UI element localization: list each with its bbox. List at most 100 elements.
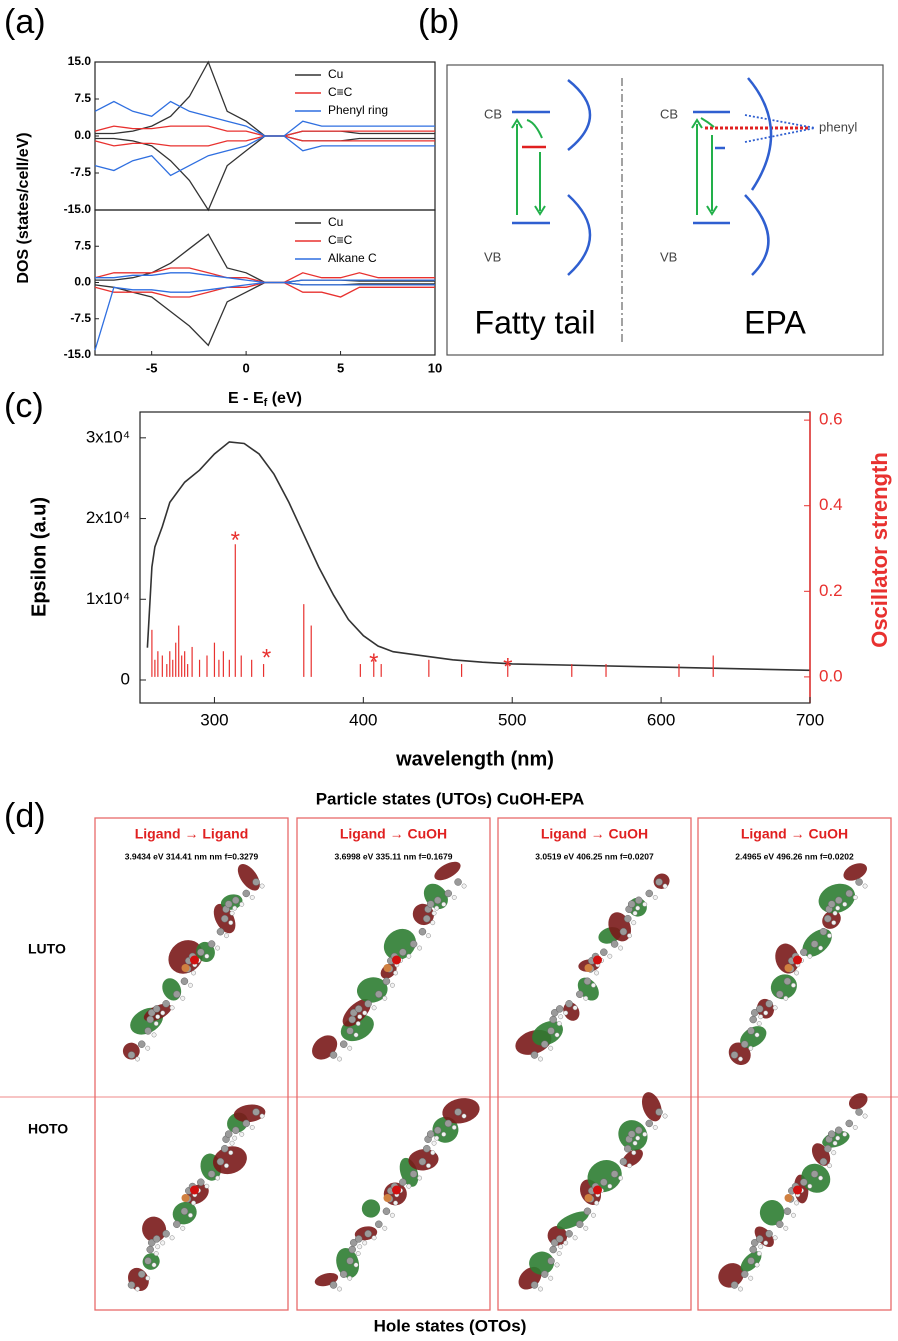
atom [180, 1225, 186, 1231]
atom [831, 1150, 837, 1156]
atom [772, 1005, 778, 1011]
atom [772, 1235, 778, 1241]
atom [824, 914, 832, 923]
atom [180, 1207, 189, 1216]
y-tick-label: 7.5 [74, 238, 91, 252]
atom [160, 1010, 166, 1016]
atom [540, 1270, 549, 1278]
atom [409, 1170, 418, 1178]
orbital-lobe [848, 1093, 868, 1110]
atom [137, 1040, 146, 1048]
atom [349, 1238, 358, 1247]
atom [842, 1131, 848, 1137]
atom [444, 889, 452, 898]
atom [642, 901, 648, 907]
atom [155, 1244, 161, 1250]
atom [354, 1235, 363, 1243]
atom [763, 1010, 769, 1016]
atom [832, 1140, 838, 1146]
atom [765, 1230, 773, 1238]
atom [563, 1010, 569, 1016]
atom [776, 990, 784, 999]
atom [224, 933, 229, 939]
x-tick-label: 400 [349, 710, 377, 729]
transition: Ligand → CuOH [541, 826, 648, 842]
atom [357, 1014, 363, 1020]
x-axis-label-part: (eV) [267, 390, 302, 407]
atom [645, 1119, 653, 1128]
atom [430, 920, 436, 926]
excitation-info: 2.4965 eV 496.26 nm f=0.0202 [735, 851, 854, 861]
atom [610, 1170, 619, 1178]
atom [607, 1183, 613, 1189]
atom [563, 1240, 569, 1246]
atom [431, 910, 437, 916]
atom [383, 964, 392, 972]
y-tick-label: -7.5 [70, 165, 91, 179]
dos-line [94, 281, 435, 351]
atom [461, 1113, 467, 1119]
atom [135, 1286, 140, 1292]
orbital-lobe [759, 1200, 785, 1226]
atom [763, 1240, 769, 1246]
atom [755, 1005, 764, 1013]
atom [337, 1286, 342, 1292]
atom [190, 1185, 199, 1195]
atom [556, 1021, 562, 1027]
x-tick-label: 0 [242, 360, 249, 375]
atom [784, 1194, 793, 1202]
orbital-grid: Ligand → Ligand 3.9434 eV 314.41 nm nm f=… [94, 817, 892, 1311]
atom [417, 945, 423, 951]
caption: EPA [744, 304, 806, 340]
y-tick-label: -7.5 [70, 311, 91, 325]
orbital-lobe [532, 1020, 563, 1046]
atom [135, 1056, 140, 1062]
atom [229, 910, 235, 916]
atom [431, 1140, 437, 1146]
orbital-lobe [434, 861, 461, 881]
atom [747, 1257, 755, 1265]
band [567, 194, 592, 276]
atom [242, 889, 250, 898]
atom [146, 1015, 154, 1024]
cb-label: CB [484, 106, 502, 121]
atom [348, 1245, 356, 1254]
atom [852, 1124, 858, 1130]
spectrum-line [146, 441, 811, 672]
row-label: LUTO [28, 941, 66, 957]
atom [655, 878, 663, 886]
atom [371, 1235, 377, 1241]
atom [793, 955, 802, 965]
atom [607, 953, 613, 959]
y-tick-label: 0.0 [74, 275, 91, 289]
y-tick-label: -15.0 [64, 347, 92, 361]
atom [845, 889, 853, 898]
atom [169, 1235, 175, 1241]
atom [353, 1262, 359, 1268]
atom [347, 1045, 353, 1051]
atom [228, 920, 234, 926]
atom [145, 1045, 151, 1051]
atom [550, 1238, 559, 1247]
atom [364, 1230, 372, 1238]
excitation-info: 3.6998 eV 335.11 nm f=0.1679 [335, 851, 453, 861]
atom [430, 1150, 436, 1156]
vb-label: VB [660, 249, 677, 264]
atom [754, 1032, 760, 1038]
atom [426, 900, 435, 908]
orbital-lobe [728, 1042, 751, 1065]
atom [834, 896, 843, 905]
y2-tick-label: 0.2 [819, 581, 843, 600]
y2-tick-label: 0.4 [819, 495, 843, 514]
atom [783, 977, 792, 986]
atom [215, 1175, 221, 1181]
atom [835, 1135, 841, 1141]
frame [446, 64, 884, 356]
legend-label: Cu [328, 67, 343, 81]
atom [754, 1262, 760, 1268]
atom [355, 1021, 361, 1027]
atom [393, 970, 399, 976]
atom [382, 1225, 388, 1231]
atom [554, 1032, 560, 1038]
atom [583, 977, 592, 986]
